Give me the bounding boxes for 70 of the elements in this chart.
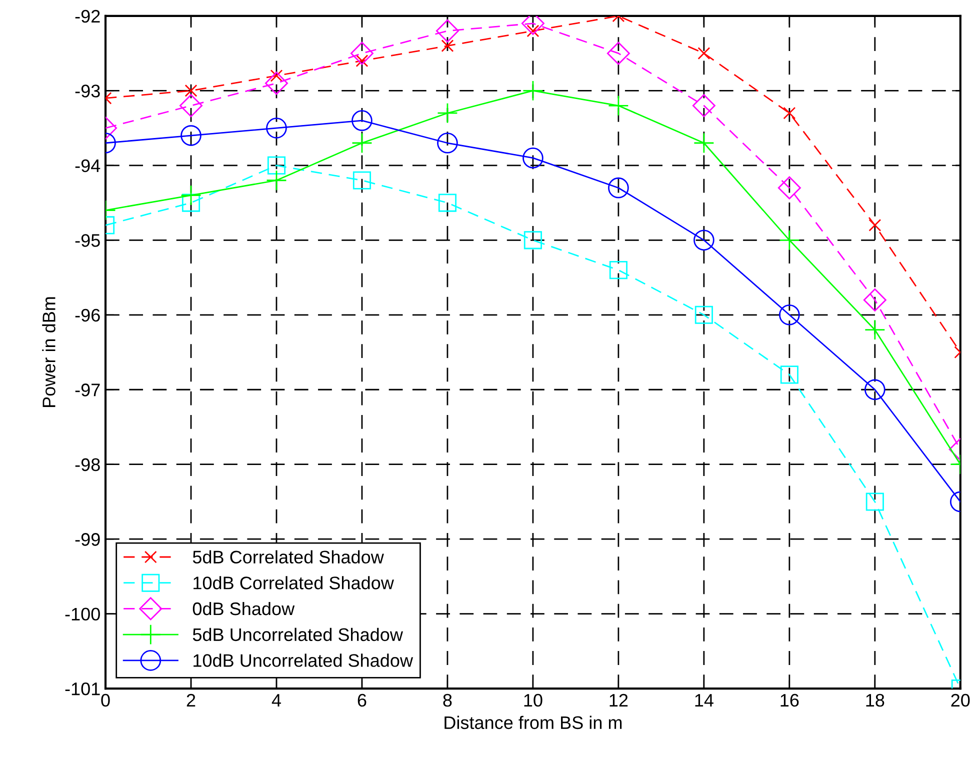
- point: [778, 176, 801, 200]
- point: [864, 319, 886, 340]
- point: [356, 54, 368, 68]
- point: [437, 102, 458, 124]
- point: [184, 84, 198, 97]
- point: [180, 94, 202, 118]
- point: [437, 132, 458, 154]
- legend-label: 10dB Correlated Shadow: [194, 576, 394, 590]
- x-tick-label: 12: [610, 694, 628, 707]
- y-tick-label: -94: [75, 159, 100, 172]
- point: [783, 106, 796, 120]
- x-tick-label: 2: [186, 694, 196, 707]
- point: [441, 40, 454, 52]
- y-tick-label: -92: [75, 10, 100, 23]
- x-tick-label: 14: [695, 694, 714, 707]
- x-tick-label: 16: [780, 694, 799, 707]
- point: [866, 492, 884, 511]
- point: [182, 194, 200, 212]
- point: [868, 218, 882, 232]
- point: [606, 42, 630, 65]
- point: [266, 170, 287, 191]
- point: [522, 80, 544, 102]
- x-tick-label: 6: [358, 694, 366, 707]
- point: [780, 366, 798, 384]
- legend-label: 5dB Uncorrelated Shadow: [192, 628, 404, 642]
- y-tick-label: -97: [75, 384, 100, 396]
- point: [180, 184, 202, 206]
- y-tick-label: -96: [75, 308, 100, 322]
- point: [266, 118, 287, 138]
- point: [270, 69, 283, 82]
- point: [180, 125, 202, 146]
- x-tick-label: 10: [524, 694, 542, 707]
- point: [524, 231, 542, 250]
- point: [609, 261, 628, 280]
- y-tick-label: -99: [75, 533, 100, 546]
- legend-label: 10dB Uncorrelated Shadow: [194, 654, 414, 667]
- point: [264, 72, 288, 95]
- x-tick-label: 8: [443, 694, 452, 707]
- y-tick-label: -98: [75, 458, 100, 472]
- point: [608, 95, 629, 116]
- y-tick-label: -101: [65, 682, 100, 696]
- point: [694, 230, 714, 251]
- point: [863, 288, 886, 312]
- point: [694, 306, 713, 324]
- x-tick-label: 18: [866, 694, 884, 707]
- legend-label: 5dB Correlated Shadow: [192, 550, 384, 564]
- point: [352, 171, 372, 190]
- point: [350, 42, 374, 65]
- y-tick-label: -93: [75, 84, 100, 98]
- point: [864, 379, 886, 400]
- x-tick-label: 0: [101, 694, 110, 707]
- legend-label: 0dB Shadow: [192, 602, 295, 616]
- point: [694, 132, 714, 154]
- point: [698, 47, 710, 60]
- y-axis-title: Power in dBm: [42, 297, 56, 407]
- point: [779, 230, 800, 251]
- point: [692, 94, 716, 118]
- x-tick-label: 20: [951, 694, 970, 707]
- point: [608, 177, 629, 198]
- point: [267, 156, 286, 174]
- point: [438, 194, 456, 212]
- y-tick-label: -95: [75, 234, 100, 247]
- point: [779, 304, 800, 326]
- point: [352, 110, 372, 132]
- x-axis-title: Distance from BS in m: [444, 716, 622, 730]
- x-tick-label: 4: [272, 694, 281, 707]
- point: [352, 132, 372, 154]
- point: [522, 148, 544, 168]
- point: [436, 19, 459, 42]
- y-tick-label: -100: [65, 608, 100, 621]
